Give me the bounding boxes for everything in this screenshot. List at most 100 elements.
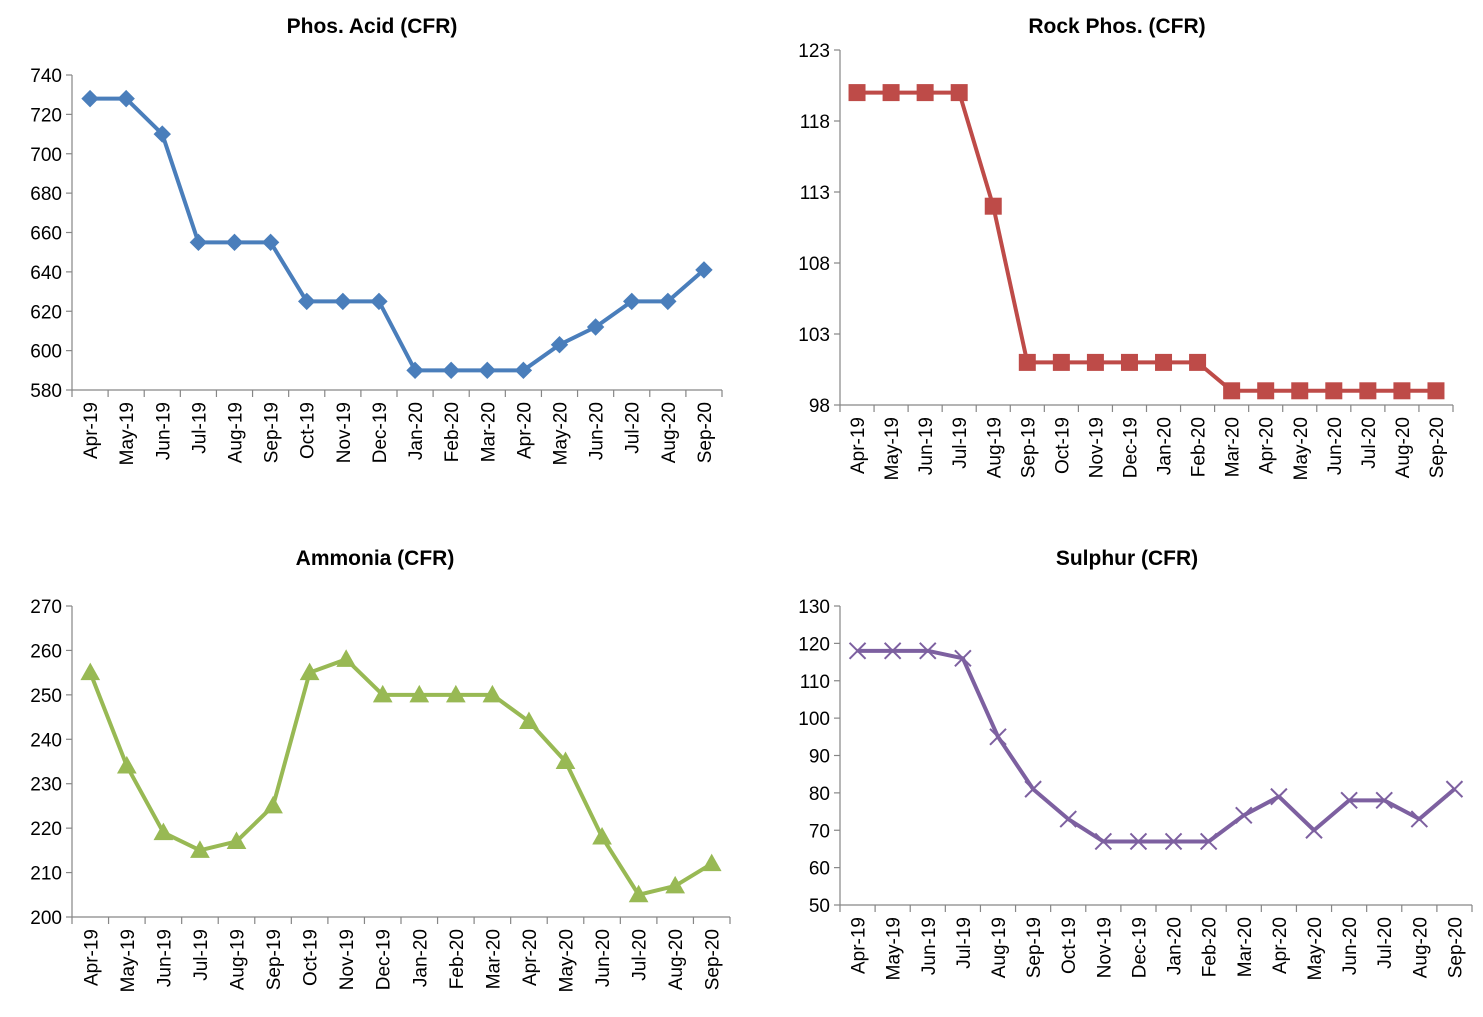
data-point [370, 292, 388, 311]
x-tick-label: Jun-19 [919, 917, 940, 975]
x-tick-label: May-19 [882, 417, 903, 480]
x-tick-label: Aug-20 [659, 402, 680, 463]
x-tick-label: Sep-19 [1018, 417, 1039, 478]
y-tick-label: 230 [30, 775, 62, 796]
x-tick-label: Apr-20 [514, 402, 535, 459]
x-tick-label: Apr-20 [1270, 917, 1291, 974]
x-tick-label: Sep-19 [262, 402, 283, 463]
data-point [1189, 353, 1207, 371]
data-point [701, 853, 722, 872]
x-tick-label: Sep-20 [1427, 417, 1448, 478]
x-tick-label: May-20 [1305, 917, 1326, 980]
x-tick-label: May-19 [117, 402, 138, 465]
x-tick-label: Sep-20 [695, 402, 716, 463]
x-tick-label: Apr-19 [81, 929, 102, 986]
y-tick-label: 250 [30, 686, 62, 707]
data-point [226, 831, 247, 849]
x-tick-label: Nov-19 [337, 929, 358, 990]
data-point [628, 884, 649, 903]
x-tick-label: Oct-19 [1059, 917, 1080, 974]
y-tick-label: 80 [809, 784, 830, 805]
x-tick-label: Jul-20 [1359, 417, 1380, 469]
y-tick-label: 120 [798, 634, 830, 655]
data-point [263, 795, 283, 814]
y-tick-label: 130 [798, 597, 830, 618]
chart-4: Sulphur (CFR) 50 60 70 80 90 100 110 120 130 Apr-1… [798, 547, 1473, 980]
data-point [190, 840, 210, 858]
y-tick-label: 640 [30, 263, 62, 284]
x-tick-label: Nov-19 [334, 402, 355, 463]
data-point [1427, 382, 1445, 400]
y-tick-label: 98 [809, 396, 830, 417]
x-tick-label: Feb-20 [1200, 917, 1221, 977]
data-point [1223, 382, 1241, 400]
x-tick-label: Feb-20 [442, 402, 463, 462]
x-tick-label: Jul-20 [1375, 917, 1396, 969]
data-point [665, 875, 686, 894]
y-tick-label: 270 [30, 597, 62, 618]
x-tick-label: Oct-19 [298, 402, 319, 459]
data-point [1155, 353, 1173, 371]
data-point [1257, 382, 1275, 400]
x-tick-label: Jul-19 [950, 417, 971, 469]
data-point [984, 197, 1002, 215]
data-point [189, 233, 208, 252]
x-tick-label: Oct-19 [1052, 417, 1073, 474]
x-tick-label: Dec-19 [1129, 917, 1150, 978]
x-tick-label: Jul-20 [630, 929, 651, 981]
y-tick-label: 580 [30, 381, 62, 402]
x-tick-label: Mar-20 [1223, 417, 1244, 477]
chart-3: Ammonia (CFR) 200 210 220 230 240 250 260 270 Apr… [30, 547, 731, 992]
x-tick-label: Mar-20 [478, 402, 499, 462]
y-tick-label: 240 [30, 730, 62, 751]
data-point [334, 292, 352, 311]
x-tick-label: Feb-20 [447, 929, 468, 989]
data-point [153, 822, 174, 841]
chart-title: Ammonia (CFR) [296, 547, 455, 570]
chart-title: Rock Phos. (CFR) [1028, 15, 1205, 38]
data-point [919, 642, 937, 660]
x-tick-label: Jul-20 [623, 402, 644, 454]
y-tick-label: 90 [809, 747, 830, 768]
data-point [1340, 791, 1358, 810]
y-tick-label: 220 [30, 819, 62, 840]
chart-1: Phos. Acid (CFR) 580 600 620 640 660 680 700 720… [30, 15, 723, 465]
data-point [882, 84, 900, 102]
x-tick-label: Dec-19 [370, 402, 391, 463]
series-line [857, 90, 1436, 393]
x-tick-label: Apr-20 [520, 929, 541, 986]
data-point [1086, 353, 1104, 371]
y-tick-label: 210 [30, 864, 62, 885]
data-point [1059, 810, 1077, 828]
data-point [950, 84, 968, 102]
data-point [848, 84, 866, 102]
data-point [1445, 780, 1464, 798]
x-tick-label: Sep-20 [1445, 917, 1466, 978]
x-tick-label: Jun-20 [593, 929, 614, 987]
x-tick-label: Apr-20 [1257, 417, 1278, 474]
data-point [623, 292, 641, 311]
y-tick-label: 123 [798, 41, 830, 62]
x-tick-label: Aug-20 [666, 929, 687, 990]
data-point [550, 336, 569, 354]
data-point [482, 684, 503, 703]
x-tick-label: Jun-20 [1340, 917, 1361, 975]
data-point [1120, 353, 1138, 371]
x-tick-label: Apr-19 [81, 402, 102, 459]
x-tick-label: Jan-20 [1165, 917, 1186, 975]
data-point [336, 649, 357, 667]
data-point [555, 751, 576, 769]
y-tick-label: 740 [30, 66, 62, 87]
data-point [989, 728, 1007, 746]
data-point [848, 642, 867, 660]
x-tick-label: Jan-20 [1155, 417, 1176, 475]
data-point [1291, 382, 1309, 400]
y-tick-label: 700 [30, 145, 62, 166]
y-tick-label: 660 [30, 224, 62, 245]
y-tick-label: 60 [809, 859, 830, 880]
data-point [916, 84, 934, 102]
data-point [1024, 780, 1042, 798]
y-tick-label: 100 [798, 709, 830, 730]
x-tick-label: Jul-19 [189, 402, 210, 454]
x-tick-label: Aug-19 [984, 417, 1005, 478]
